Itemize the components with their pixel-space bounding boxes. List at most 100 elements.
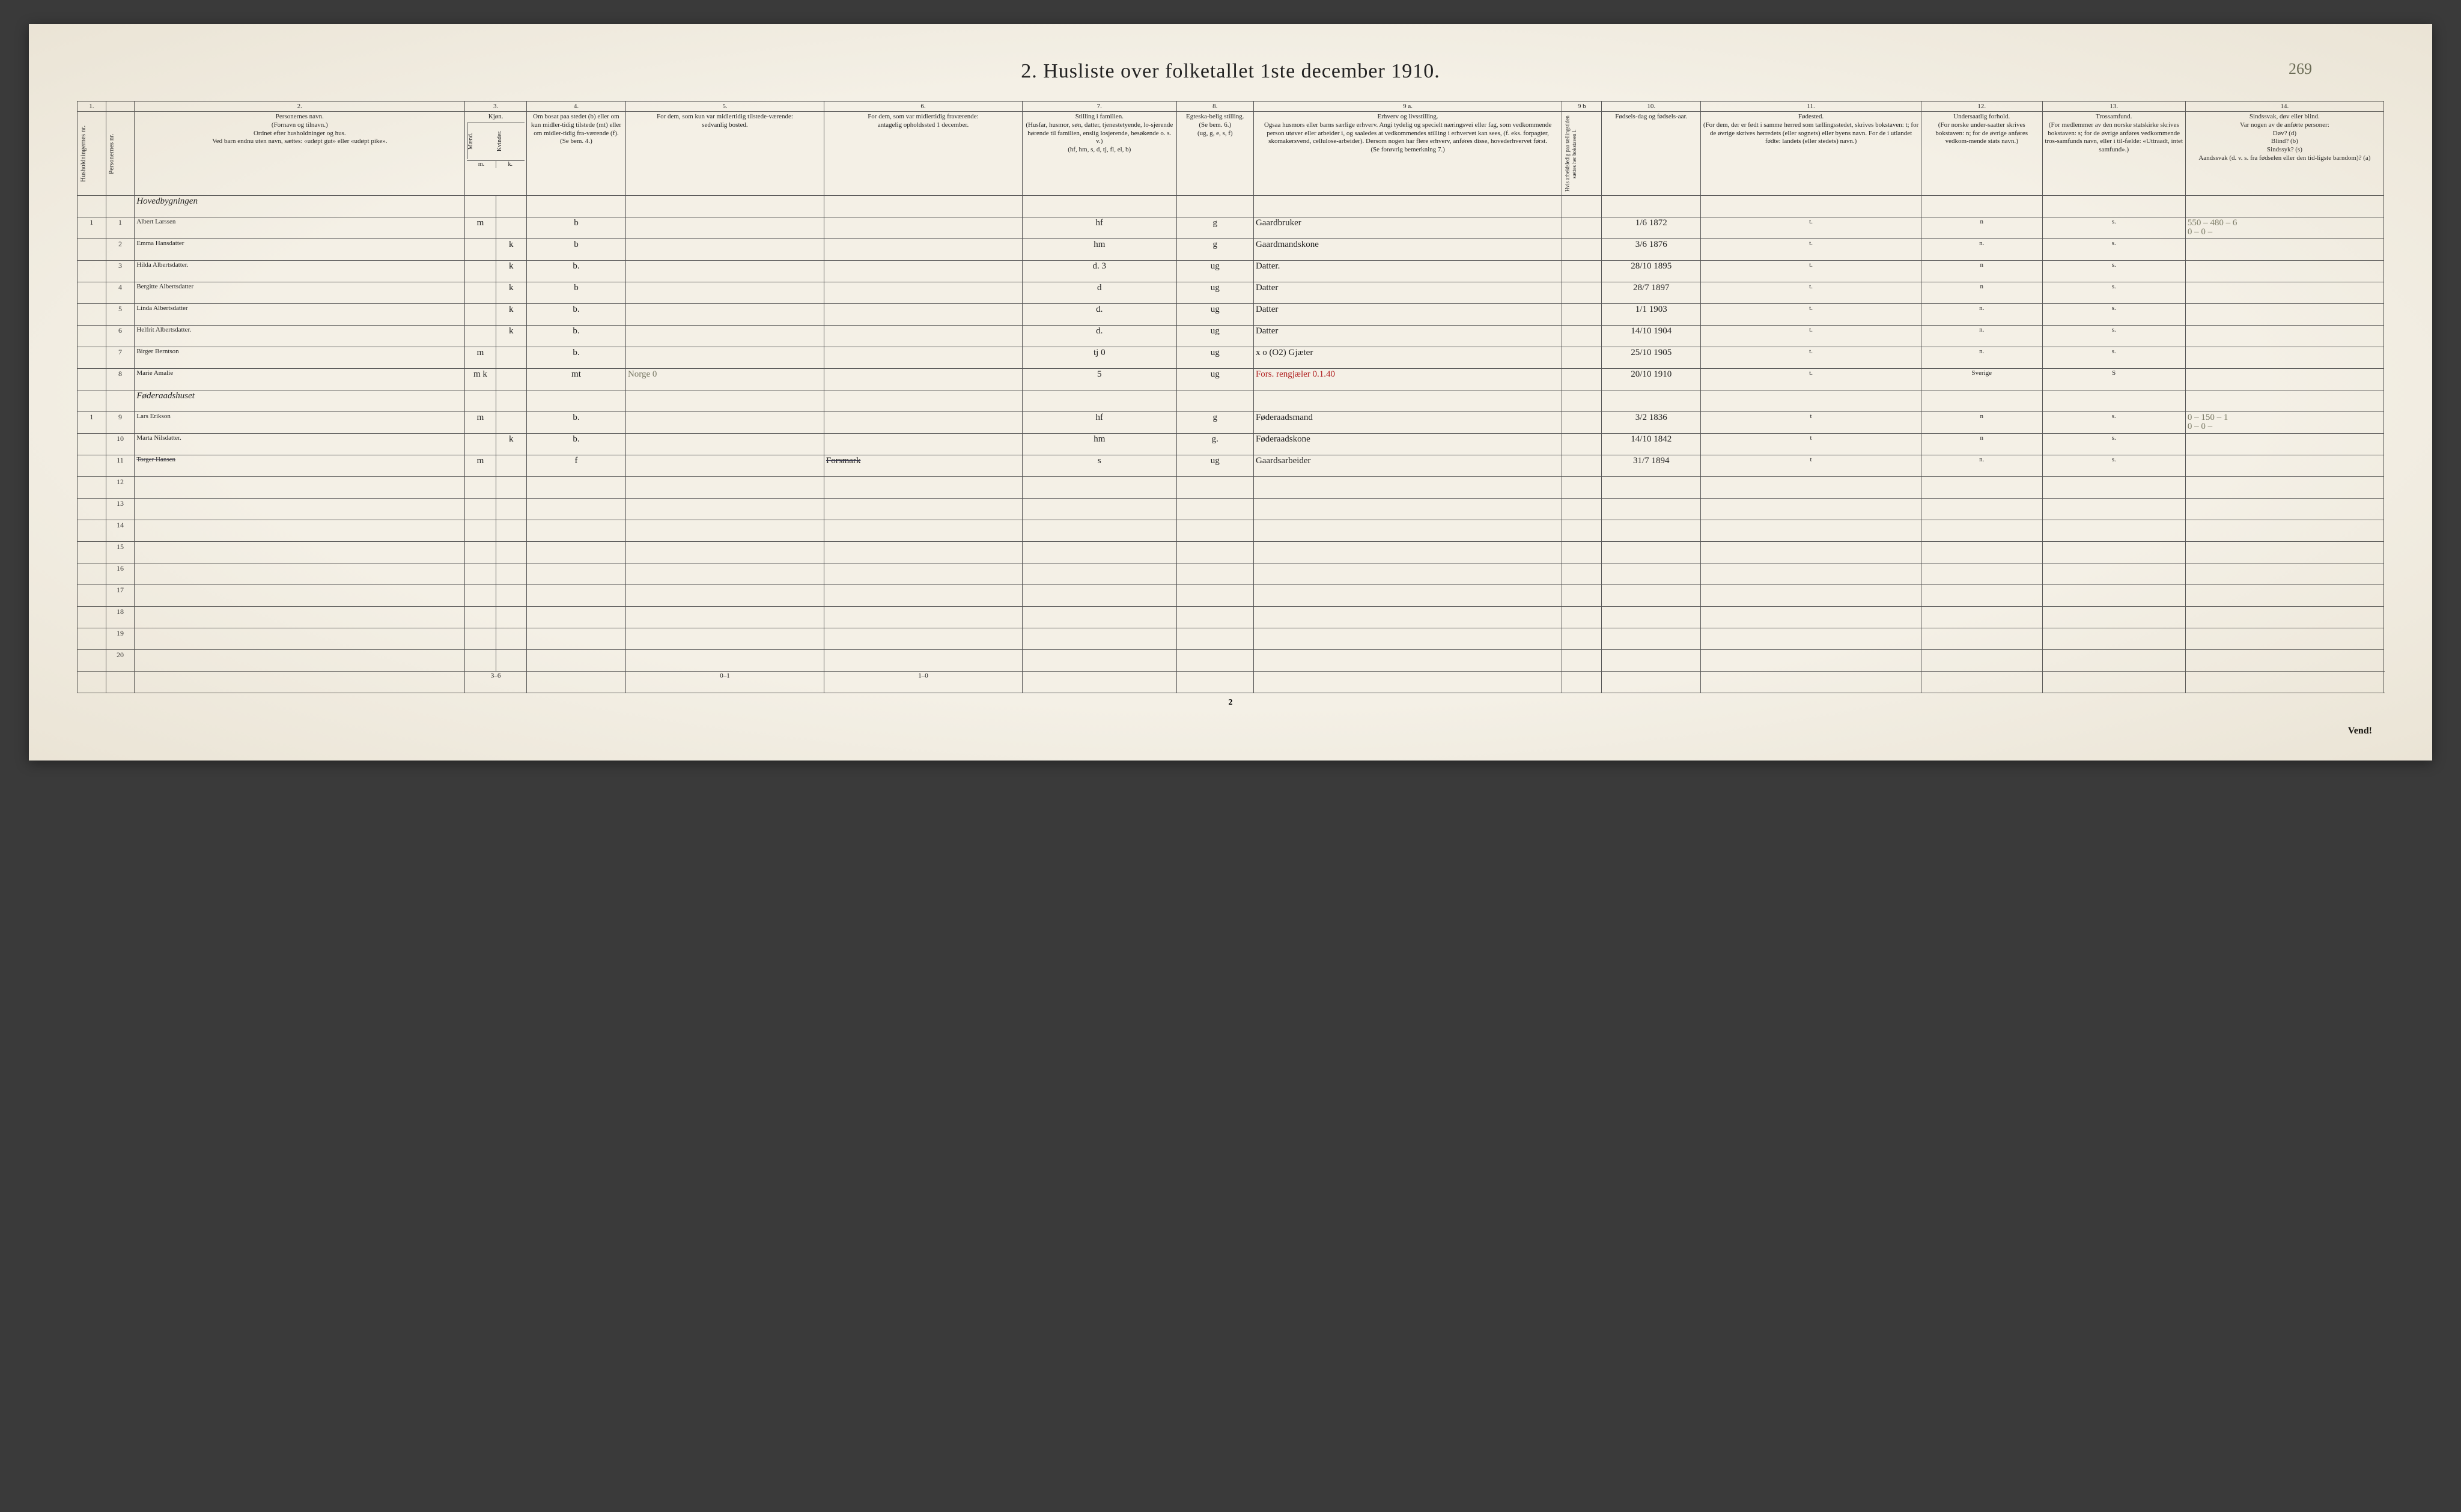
nationality: n.: [1921, 239, 2042, 261]
cell: [135, 499, 465, 520]
birthplace: t.: [1701, 304, 1921, 326]
h-unemp: Hvis arbeidsledig paa tællingstiden sætt…: [1562, 112, 1602, 196]
colnum-cell: 5.: [625, 102, 824, 112]
temp-present: [625, 217, 824, 239]
cell: [1921, 563, 2042, 585]
residence: b: [526, 239, 625, 261]
infirmity: [2185, 455, 2383, 477]
temp-absent: [824, 304, 1022, 326]
cell: [1701, 650, 1921, 672]
occupation: Datter: [1253, 326, 1562, 347]
person-name: Marie Amalie: [135, 369, 465, 390]
dob: 1/6 1872: [1602, 217, 1701, 239]
dob: 28/7 1897: [1602, 282, 1701, 304]
tally-cell: [106, 672, 135, 693]
cell: [135, 542, 465, 563]
cell: [1921, 628, 2042, 650]
cell: [1602, 628, 1701, 650]
colnum-cell: 4.: [526, 102, 625, 112]
sex-m: [465, 434, 496, 455]
cell: [1602, 390, 1701, 412]
h-born: Fødested.(For dem, der er født i samme h…: [1701, 112, 1921, 196]
religion: S: [2042, 369, 2185, 390]
cell: [1562, 628, 1602, 650]
temp-present: [625, 304, 824, 326]
cell: [625, 650, 824, 672]
h-rel: Trossamfund.(For medlemmer av den norske…: [2042, 112, 2185, 196]
colnum-cell: 9 b: [1562, 102, 1602, 112]
occupation: Datter.: [1253, 261, 1562, 282]
colnum-cell: 2.: [135, 102, 465, 112]
hh-num: [78, 455, 106, 477]
marital: ug: [1176, 261, 1253, 282]
footer-tallies: 3–60–11–0: [78, 672, 2384, 693]
infirmity: [2185, 239, 2383, 261]
birthplace: t.: [1701, 217, 1921, 239]
nationality: n: [1921, 434, 2042, 455]
occupation: Gaardmandskone: [1253, 239, 1562, 261]
cell: [1701, 628, 1921, 650]
page-title: 2. Husliste over folketallet 1ste decemb…: [1021, 60, 1440, 82]
cell: [1176, 390, 1253, 412]
cell: [824, 477, 1022, 499]
tally-cell: [1022, 672, 1176, 693]
occupation: Gaardbruker: [1253, 217, 1562, 239]
mk-sub: Mænd. Kvinder.: [467, 123, 525, 159]
cell: [1701, 542, 1921, 563]
dob: 3/6 1876: [1602, 239, 1701, 261]
sex-k: [496, 347, 526, 369]
cell: [78, 607, 106, 628]
cell: [465, 585, 496, 607]
hh-num: 1: [78, 217, 106, 239]
infirmity: [2185, 434, 2383, 455]
dob: 25/10 1905: [1602, 347, 1701, 369]
residence: b.: [526, 434, 625, 455]
cell: [2185, 196, 2383, 217]
person-num: 16: [106, 563, 135, 585]
sex-m: [465, 261, 496, 282]
cell: [78, 585, 106, 607]
cell: [496, 650, 526, 672]
cell: [135, 650, 465, 672]
religion: s.: [2042, 347, 2185, 369]
person-name: Albert Larssen: [135, 217, 465, 239]
cell: [526, 196, 625, 217]
person-name: Hilda Albertsdatter.: [135, 261, 465, 282]
cell: [1562, 499, 1602, 520]
residence: b: [526, 282, 625, 304]
dob: 20/10 1910: [1602, 369, 1701, 390]
colnum-cell: 12.: [1921, 102, 2042, 112]
family-pos: d.: [1022, 326, 1176, 347]
cell: [1176, 477, 1253, 499]
cell: [78, 628, 106, 650]
temp-present: [625, 326, 824, 347]
dob: 14/10 1904: [1602, 326, 1701, 347]
residence: b.: [526, 347, 625, 369]
person-name: Emma Hansdatter: [135, 239, 465, 261]
family-pos: hm: [1022, 434, 1176, 455]
cell: [1602, 585, 1701, 607]
religion: s.: [2042, 455, 2185, 477]
table-row: 10Marta Nilsdatter.kb.hmg.Føderaadskone1…: [78, 434, 2384, 455]
colnum-cell: 10.: [1602, 102, 1701, 112]
table-row: 7Birger Berntsonmb.tj 0ugx o (O2) Gjæter…: [78, 347, 2384, 369]
temp-absent: [824, 369, 1022, 390]
unemployed: [1562, 261, 1602, 282]
temp-absent: [824, 412, 1022, 434]
h-inf: Sindssvak, døv eller blind.Var nogen av …: [2185, 112, 2383, 196]
family-pos: d.: [1022, 304, 1176, 326]
dob: 31/7 1894: [1602, 455, 1701, 477]
person-num: 7: [106, 347, 135, 369]
cell: [824, 520, 1022, 542]
birthplace: t.: [1701, 282, 1921, 304]
religion: s.: [2042, 217, 2185, 239]
dob: 14/10 1842: [1602, 434, 1701, 455]
h-name: Personernes navn.(Fornavn og tilnavn.)Or…: [135, 112, 465, 196]
cell: [2185, 520, 2383, 542]
cell: [1253, 196, 1562, 217]
person-num: 15: [106, 542, 135, 563]
empty-row: 19: [78, 628, 2384, 650]
empty-row: 12: [78, 477, 2384, 499]
cell: [1921, 520, 2042, 542]
residence: b.: [526, 304, 625, 326]
